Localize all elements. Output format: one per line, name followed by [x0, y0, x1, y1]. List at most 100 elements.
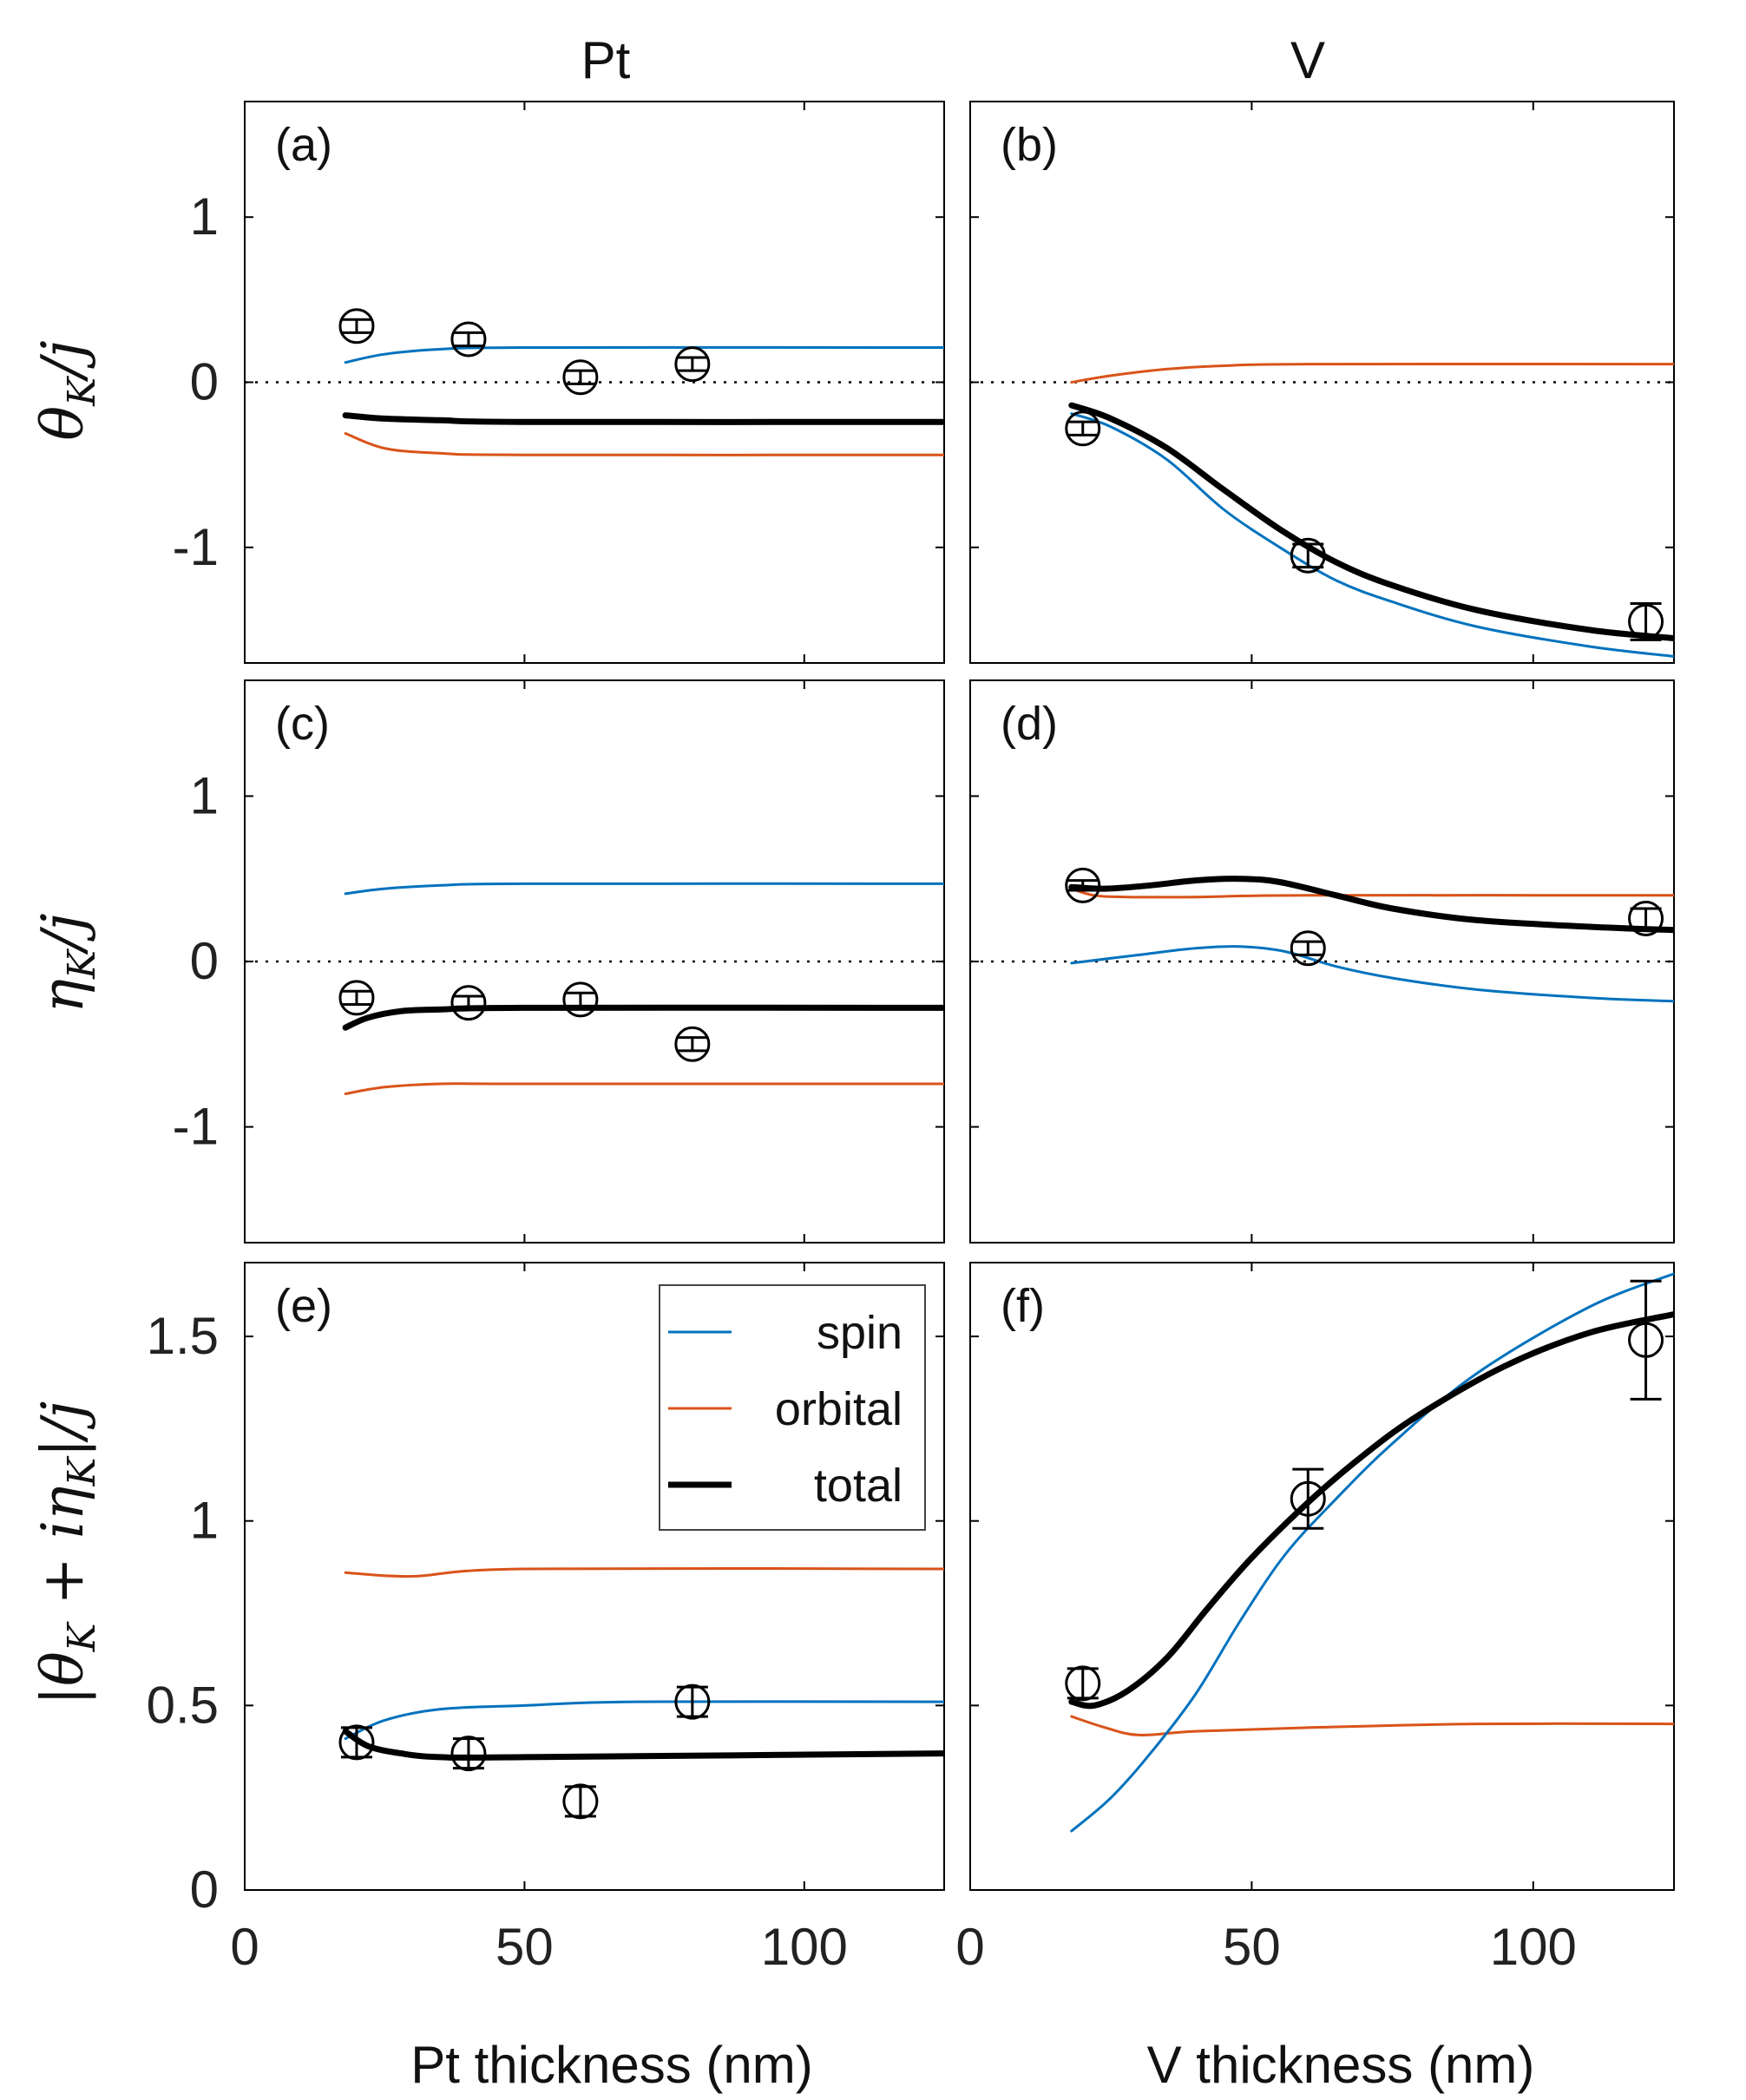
panel-label: (b) — [1001, 119, 1058, 171]
data-marker — [1628, 900, 1664, 936]
data-marker — [674, 1683, 711, 1720]
data-marker — [338, 980, 375, 1016]
y-axis-label-magnitude: |θK + iηK|/j — [30, 1401, 104, 1706]
panel-f: (f) — [969, 1262, 1675, 1891]
legend-label-total: total — [814, 1460, 903, 1512]
orbital-curve — [344, 1566, 944, 1578]
data-marker — [338, 1724, 375, 1761]
orbital-curve — [1070, 362, 1674, 384]
spin-curve — [344, 882, 944, 896]
x-tick-label: 50 — [1223, 1918, 1281, 1976]
data-point — [338, 980, 375, 1016]
total-curve — [342, 1004, 944, 1031]
spin-curve — [344, 345, 944, 364]
spin-curve — [1070, 945, 1674, 1003]
legend: spin orbital total — [659, 1284, 926, 1531]
data-marker — [338, 308, 375, 345]
data-point — [338, 308, 375, 345]
data-marker — [1290, 930, 1326, 967]
spin-curve — [1070, 1272, 1674, 1833]
y-tick-label: 0 — [190, 932, 219, 990]
y-axis-label-theta: θK/j — [30, 340, 104, 440]
total-curve — [1068, 876, 1674, 934]
orbital-curve — [1070, 887, 1674, 899]
plot-area — [338, 1566, 944, 1820]
data-point — [674, 346, 711, 383]
data-marker — [562, 981, 599, 1018]
data-marker — [450, 1736, 487, 1772]
panel-b: (b) — [969, 101, 1675, 664]
data-marker — [674, 1026, 711, 1062]
data-marker — [1290, 537, 1326, 574]
data-point — [674, 1683, 711, 1720]
total-curve — [342, 412, 944, 425]
svg-text:ηK/j: ηK/j — [30, 913, 104, 1013]
total-curve — [1068, 1311, 1674, 1710]
orbital-curve — [344, 432, 944, 456]
data-marker — [1628, 1322, 1664, 1358]
data-marker — [1628, 603, 1664, 640]
legend-label-orbital: orbital — [775, 1383, 903, 1435]
panel-label: (a) — [275, 119, 332, 171]
data-point — [450, 1736, 487, 1772]
data-point — [1628, 900, 1664, 936]
x-axis-label-v: V thickness (nm) — [1147, 2036, 1535, 2094]
column-title-v: V — [1290, 31, 1325, 89]
y-tick-label: 0 — [190, 1860, 219, 1919]
y-tick-label: 0 — [190, 353, 219, 411]
total-curve — [1068, 402, 1674, 641]
data-point — [562, 359, 599, 396]
data-marker — [562, 359, 599, 396]
x-tick-label: 0 — [230, 1918, 259, 1976]
plot-area — [338, 308, 944, 456]
panel-label: (d) — [1001, 698, 1058, 750]
y-tick-label: -1 — [173, 518, 219, 576]
panels: 1 0 -1 (a) (b) 1 0 -1 (c) (d) 0 0.5 1 1.5 (e) (f) 0 50 100… — [147, 101, 1675, 1976]
x-axis-label-pt: Pt thickness (nm) — [410, 2036, 812, 2094]
data-point — [450, 321, 487, 358]
data-point — [562, 981, 599, 1018]
panel-a: 1 0 -1 (a) — [173, 101, 945, 664]
y-tick-label: 1 — [190, 766, 219, 824]
total-curve — [342, 1728, 944, 1761]
data-point — [1628, 1279, 1664, 1401]
data-marker — [450, 321, 487, 358]
spin-curve — [1070, 412, 1674, 658]
column-title-pt: Pt — [581, 31, 631, 89]
panel-d: (d) — [969, 679, 1675, 1244]
svg-text:|θK + iηK|/j: |θK + iηK|/j — [30, 1401, 104, 1706]
data-point — [1065, 867, 1101, 903]
y-tick-label: 1 — [190, 1492, 219, 1550]
data-point — [1290, 537, 1326, 574]
data-point — [1290, 930, 1326, 967]
panel-e: 0 0.5 1 1.5 (e) — [147, 1262, 945, 1919]
x-tick-label: 100 — [761, 1918, 848, 1976]
x-tick-label: 50 — [496, 1918, 554, 1976]
y-axis-label-eta: ηK/j — [30, 913, 104, 1013]
y-tick-label: -1 — [173, 1098, 219, 1156]
data-marker — [562, 1783, 599, 1820]
data-point — [338, 1724, 375, 1761]
spin-curve — [344, 1700, 944, 1741]
data-point — [450, 985, 487, 1021]
plot-area — [338, 882, 944, 1095]
panel-label: (f) — [1001, 1280, 1045, 1332]
orbital-curve — [1070, 1715, 1674, 1736]
panel-label: (c) — [275, 698, 330, 750]
panel-label: (e) — [275, 1280, 332, 1332]
orbital-curve — [344, 1082, 944, 1095]
data-point — [1628, 601, 1664, 641]
axes-frame — [244, 1262, 945, 1891]
svg-text:θK/j: θK/j — [30, 340, 104, 440]
data-point — [1290, 1467, 1326, 1530]
data-point — [1065, 1665, 1101, 1702]
data-point — [1065, 410, 1101, 447]
x-tick-label: 0 — [955, 1918, 984, 1976]
plot-area — [1065, 867, 1674, 1003]
y-tick-label: 1.5 — [147, 1307, 219, 1365]
axes-frame — [969, 1262, 1675, 1891]
legend-label-spin: spin — [817, 1307, 903, 1359]
data-marker — [1065, 1665, 1101, 1702]
data-marker — [450, 985, 487, 1021]
